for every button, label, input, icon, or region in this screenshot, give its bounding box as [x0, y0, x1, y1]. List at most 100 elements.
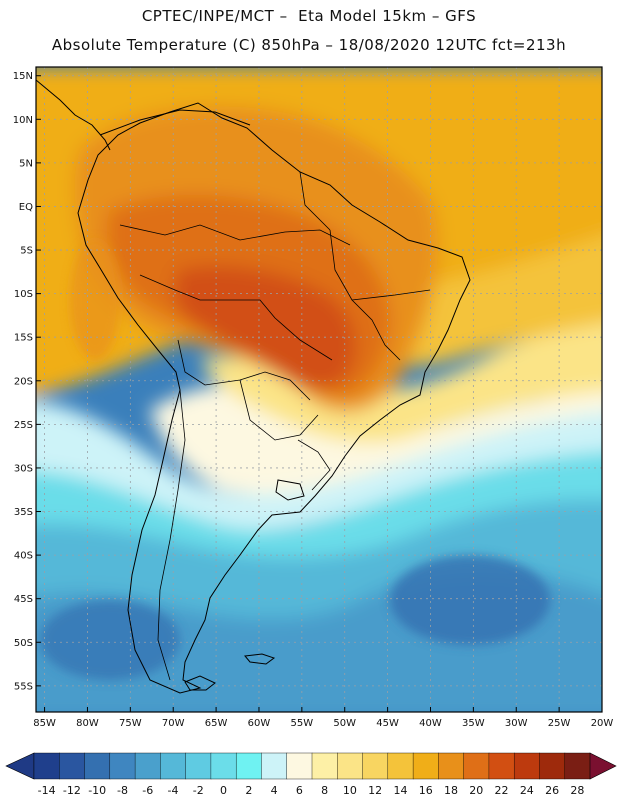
lat-tick-label: EQ — [19, 202, 33, 213]
colorbar-arrow-low — [5, 752, 35, 780]
lat-tick-label: 55S — [14, 681, 33, 692]
country-borders — [119, 171, 431, 681]
lon-tick-label: 70W — [162, 718, 185, 729]
colorbar-label: 16 — [419, 784, 433, 797]
colorbar-arrow-high — [589, 752, 617, 780]
lat-tick-label: 10N — [13, 115, 33, 126]
lat-tick-label: 30S — [14, 463, 33, 474]
colorbar-swatch — [539, 752, 566, 780]
colorbar-swatch — [412, 752, 439, 780]
colorbar-label: 2 — [245, 784, 252, 797]
border-argentina-chile — [157, 389, 186, 681]
colorbar-label: 6 — [296, 784, 303, 797]
colorbar-swatch — [185, 752, 212, 780]
lat-tick-label: 5N — [19, 158, 33, 169]
lat-tick-label: 45S — [14, 594, 33, 605]
colorbar-label: 28 — [570, 784, 584, 797]
lon-tick-label: 30W — [505, 718, 528, 729]
lagoa-dos-patos — [275, 479, 305, 501]
central-america-coast — [35, 79, 111, 151]
lat-tick-label: 15N — [13, 71, 33, 82]
temperature-field — [36, 67, 602, 712]
colorbar-swatch — [210, 752, 237, 780]
colorbar-swatch — [387, 752, 414, 780]
lon-tick-label: 85W — [33, 718, 56, 729]
colorbar-swatch — [362, 752, 389, 780]
colorbar-label: -8 — [117, 784, 128, 797]
lat-tick-label: 20S — [14, 376, 33, 387]
colorbar-swatch — [438, 752, 465, 780]
lon-tick-label: 40W — [419, 718, 442, 729]
warm-pocket-pacific — [70, 240, 120, 360]
lon-tick-label: 65W — [205, 718, 228, 729]
colorbar-swatch — [564, 752, 591, 780]
colorbar-swatch — [286, 752, 313, 780]
cool-pocket-south-atlantic — [390, 555, 550, 645]
colorbar-swatch — [160, 752, 187, 780]
border-paraguay — [239, 379, 319, 441]
colorbar-label: 20 — [469, 784, 483, 797]
colorbar-swatch — [134, 752, 161, 780]
lon-tick-label: 20W — [591, 718, 614, 729]
south-america-coastline — [77, 102, 471, 694]
tierra-del-fuego — [184, 675, 216, 691]
colorbar-label: 12 — [368, 784, 382, 797]
colorbar-swatch — [235, 752, 262, 780]
border-brazil-states — [299, 171, 431, 361]
colorbar-swatch — [261, 752, 288, 780]
colorbar-swatch — [84, 752, 111, 780]
lat-tick-label: 10S — [14, 289, 33, 300]
chart-title-line1: CPTEC/INPE/MCT – Eta Model 15km – GFS — [141, 7, 477, 25]
lon-tick-label: 55W — [291, 718, 314, 729]
lat-tick-label: 40S — [14, 551, 33, 562]
falklands — [244, 653, 276, 665]
chart-title-line2: Absolute Temperature (C) 850hPa – 18/08/… — [51, 36, 567, 54]
colorbar-label: 8 — [321, 784, 328, 797]
cool-pocket-southwest — [40, 600, 180, 680]
colorbar-swatch — [337, 752, 364, 780]
colorbar-label: -6 — [142, 784, 153, 797]
colorbar-label: 0 — [220, 784, 227, 797]
colorbar-label: 10 — [343, 784, 357, 797]
colorbar-swatch — [33, 752, 60, 780]
colorbar-swatch — [463, 752, 490, 780]
border-west-brazil — [139, 274, 333, 361]
colorbar-swatch — [488, 752, 515, 780]
coastline — [35, 79, 471, 694]
band-hot-core — [174, 266, 356, 390]
colorbar-label: 4 — [271, 784, 278, 797]
colorbar-label: 26 — [545, 784, 559, 797]
graticule — [36, 67, 603, 712]
lon-tick-label: 35W — [462, 718, 485, 729]
colorbar-label: 14 — [393, 784, 407, 797]
lon-tick-label: 75W — [119, 718, 142, 729]
colorbar-swatch — [311, 752, 338, 780]
latitude-axis: 15N 10N 5N EQ 5S 10S 15S 20S 25S 30S 35S 40S 45S 50S 5… — [13, 71, 41, 692]
colorbar-label: -10 — [88, 784, 106, 797]
lon-tick-label: 80W — [76, 718, 99, 729]
lat-tick-label: 50S — [14, 638, 33, 649]
lon-tick-label: 45W — [376, 718, 399, 729]
colorbar-label: -4 — [168, 784, 179, 797]
colorbar-label: -14 — [38, 784, 56, 797]
border-uruguay — [297, 439, 331, 491]
colorbar-label: -2 — [193, 784, 204, 797]
lon-tick-label: 50W — [333, 718, 356, 729]
lat-tick-label: 35S — [14, 507, 33, 518]
colorbar-swatch — [109, 752, 136, 780]
colorbar-label: 22 — [495, 784, 509, 797]
caribbean-coast — [99, 109, 251, 136]
colorbar-swatch — [59, 752, 86, 780]
colorbar-label: 24 — [520, 784, 534, 797]
map-frame — [35, 66, 603, 713]
band-yellow — [200, 320, 602, 443]
colorbar-swatch — [513, 752, 540, 780]
border-north-brazil — [119, 224, 351, 246]
colorbar-label: 18 — [444, 784, 458, 797]
lon-tick-label: 25W — [548, 718, 571, 729]
colorbar: -14 -12 -10 -8 -6 -4 -2 0 2 4 6 8 10 12 14 16 18 20 22 24 26… — [5, 752, 617, 797]
lon-tick-label: 60W — [248, 718, 271, 729]
lat-tick-label: 25S — [14, 420, 33, 431]
lat-tick-label: 5S — [20, 246, 33, 257]
colorbar-label: -12 — [63, 784, 81, 797]
